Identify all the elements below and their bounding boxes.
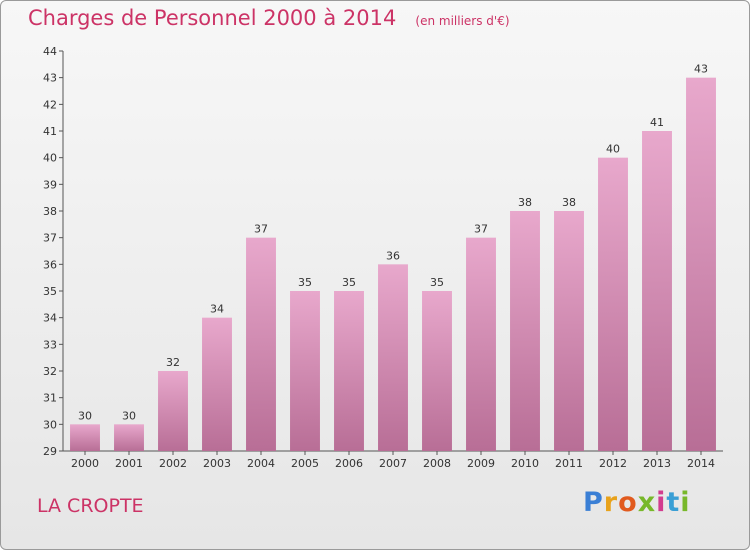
bar — [246, 237, 276, 451]
logo-letter: i — [656, 487, 667, 518]
x-axis: 2000 2001 2002 2003 2004 2005 2006 2007 2008 2009… — [63, 450, 723, 470]
y-tick-label: 30 — [43, 418, 57, 431]
bar-value-label: 35 — [342, 276, 356, 289]
x-tick-label: 2000 — [71, 457, 99, 470]
y-tick-label: 37 — [43, 232, 57, 245]
y-tick-label: 41 — [43, 125, 57, 138]
chart-unit: (en milliers d'€) — [415, 14, 510, 28]
bar-value-label: 41 — [650, 116, 664, 129]
bar — [158, 371, 188, 451]
y-tick-label: 36 — [43, 258, 57, 271]
commune-name: LA CROPTE — [37, 495, 144, 517]
x-tick-label: 2007 — [379, 457, 407, 470]
bar — [510, 211, 540, 451]
bar-value-label: 32 — [166, 356, 180, 369]
x-tick-label: 2014 — [687, 457, 715, 470]
bar — [378, 264, 408, 451]
bar — [686, 77, 716, 452]
bar — [422, 291, 452, 451]
bar-value-label: 36 — [386, 249, 400, 262]
y-tick-label: 44 — [43, 45, 57, 58]
y-tick-label: 32 — [43, 365, 57, 378]
bar — [202, 317, 232, 451]
title-row: Charges de Personnel 2000 à 2014 (en mil… — [28, 6, 510, 30]
bar — [70, 424, 100, 451]
x-tick-label: 2002 — [159, 457, 187, 470]
bar-value-label: 38 — [562, 196, 576, 209]
x-tick-label: 2003 — [203, 457, 231, 470]
x-tick-label: 2012 — [599, 457, 627, 470]
bar-value-label: 35 — [298, 276, 312, 289]
y-tick-label: 34 — [43, 312, 57, 325]
x-tick-label: 2001 — [115, 457, 143, 470]
y-tick-label: 31 — [43, 392, 57, 405]
x-tick-label: 2008 — [423, 457, 451, 470]
bars: 30 30 32 34 37 35 35 36 35 37 38 38 40 41 43 — [70, 63, 716, 452]
logo-letter: P — [583, 487, 604, 518]
x-tick-label: 2013 — [643, 457, 671, 470]
bar-value-label: 37 — [254, 223, 268, 236]
logo-letter: x — [637, 487, 657, 518]
y-tick-label: 35 — [43, 285, 57, 298]
bar-value-label: 35 — [430, 276, 444, 289]
bar-value-label: 34 — [210, 303, 224, 316]
y-axis: 29 30 31 32 33 34 35 36 37 38 39 40 41 42 43 44 — [43, 45, 64, 458]
y-tick-label: 40 — [43, 152, 57, 165]
bar — [466, 237, 496, 451]
y-tick-label: 39 — [43, 178, 57, 191]
chart-title: Charges de Personnel 2000 à 2014 — [28, 6, 397, 30]
bar — [554, 211, 584, 451]
logo-letter: i — [680, 487, 691, 518]
y-tick-label: 29 — [43, 445, 57, 458]
bar-value-label: 37 — [474, 223, 488, 236]
y-tick-label: 33 — [43, 338, 57, 351]
bar-value-label: 38 — [518, 196, 532, 209]
x-tick-label: 2006 — [335, 457, 363, 470]
y-tick-label: 38 — [43, 205, 57, 218]
bar-value-label: 30 — [122, 409, 136, 422]
x-tick-label: 2011 — [555, 457, 583, 470]
logo-letter: o — [618, 487, 638, 518]
x-tick-label: 2009 — [467, 457, 495, 470]
x-tick-label: 2005 — [291, 457, 319, 470]
logo-letter: t — [666, 487, 681, 518]
logo-letter: r — [603, 487, 619, 518]
bar — [642, 131, 672, 451]
bar-value-label: 40 — [606, 143, 620, 156]
bar-value-label: 30 — [78, 409, 92, 422]
x-tick-label: 2010 — [511, 457, 539, 470]
y-tick-label: 43 — [43, 72, 57, 85]
y-tick-label: 42 — [43, 98, 57, 111]
bar — [114, 424, 144, 451]
x-tick-label: 2004 — [247, 457, 275, 470]
bar — [290, 291, 320, 451]
bar-value-label: 43 — [694, 63, 708, 76]
bar — [598, 157, 628, 451]
proxiti-logo: Proxiti — [583, 487, 691, 518]
bar — [334, 291, 364, 451]
